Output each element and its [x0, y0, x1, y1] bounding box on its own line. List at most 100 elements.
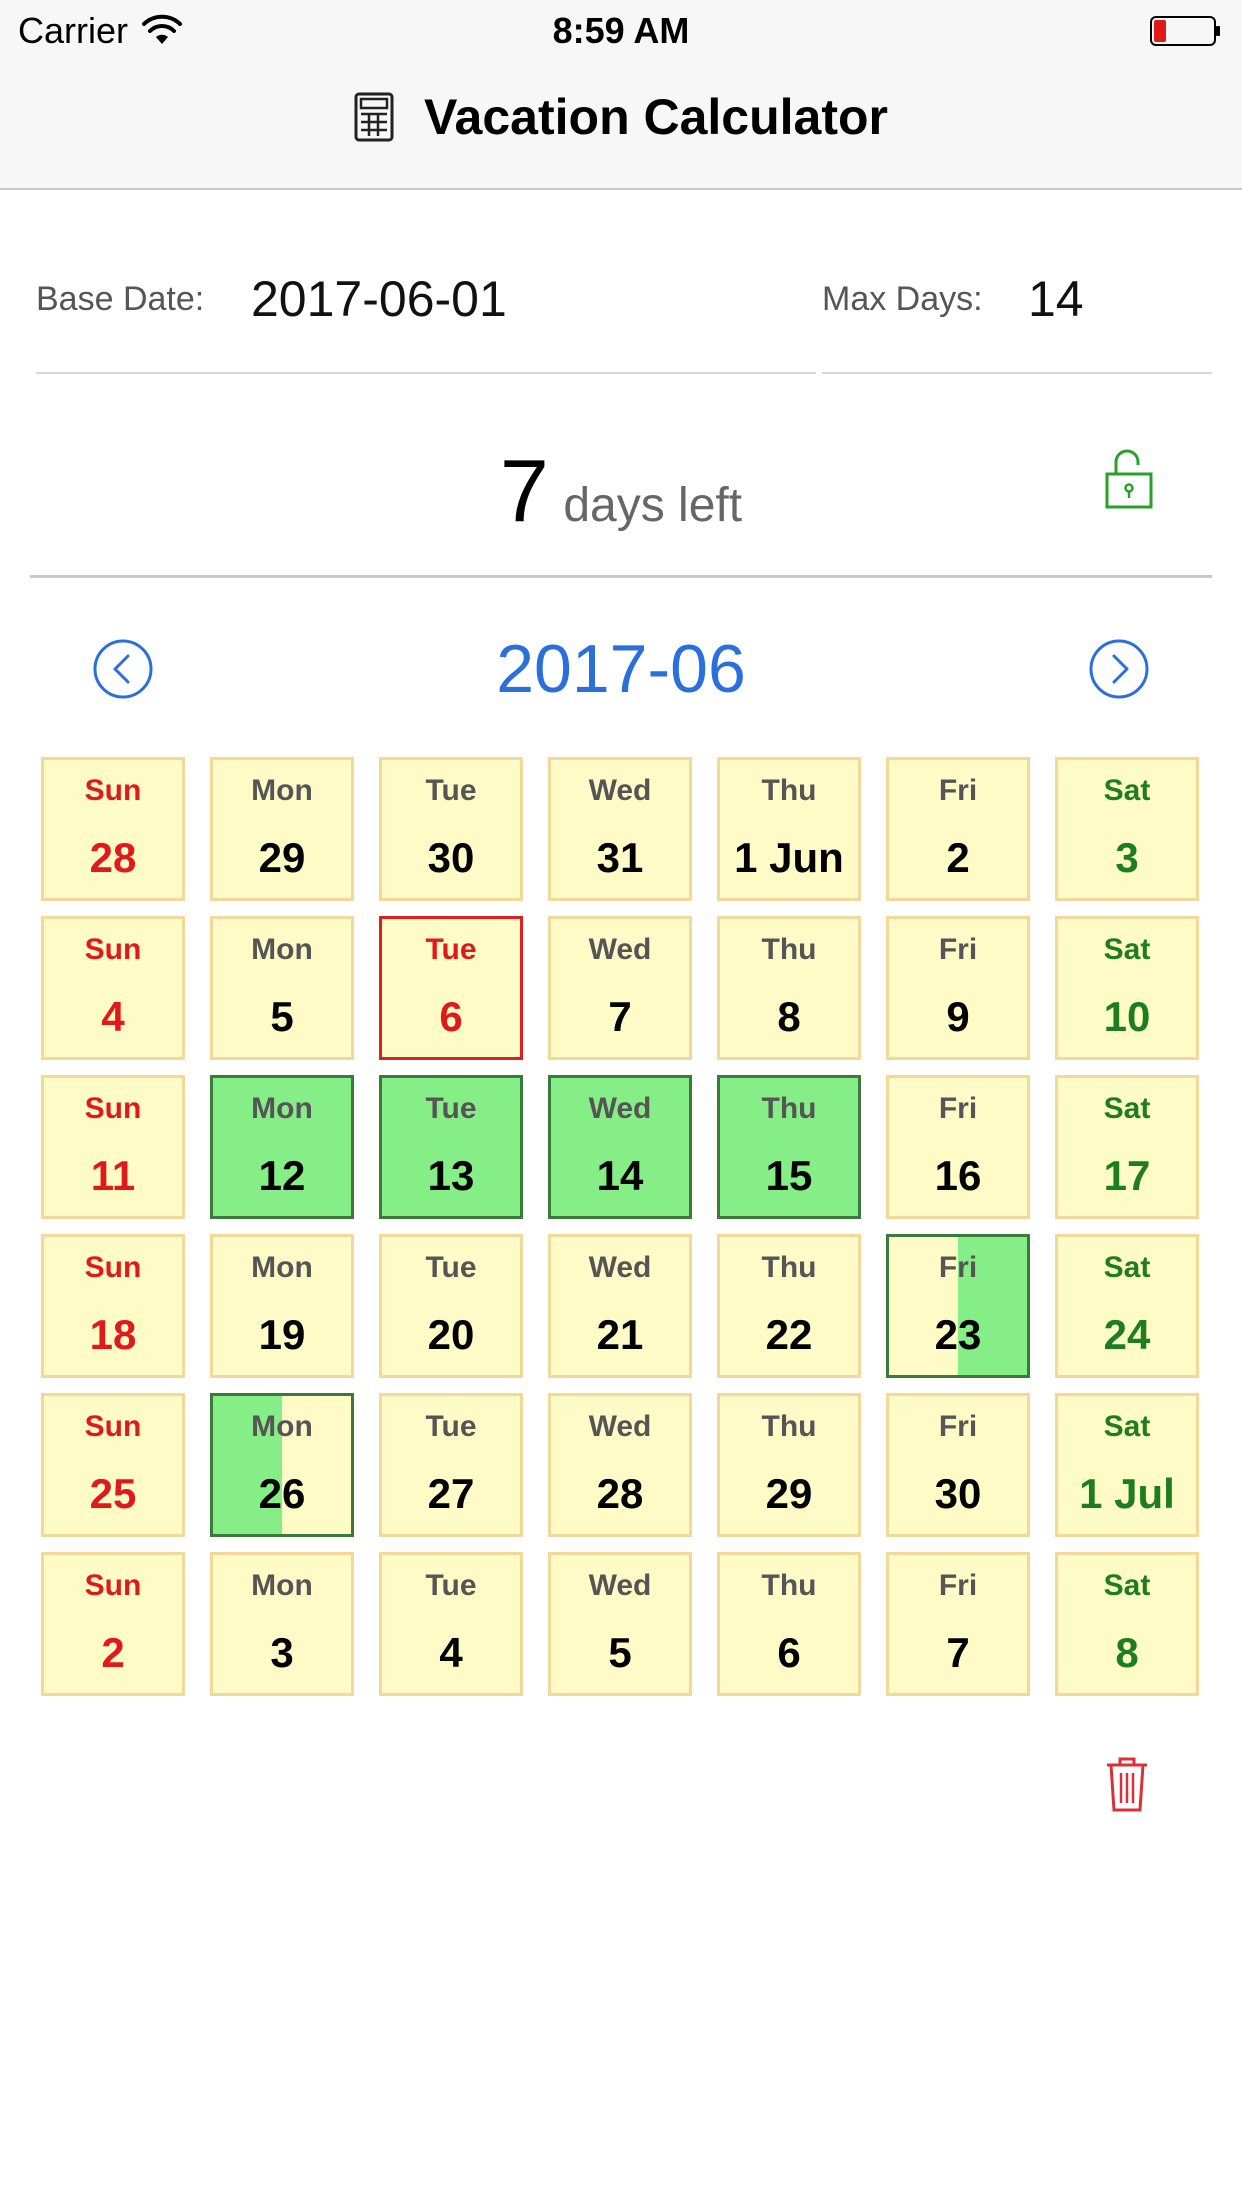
- calendar-day-cell[interactable]: Sat 17: [1055, 1075, 1199, 1219]
- weekday-label: Thu: [761, 774, 817, 807]
- max-days-label: Max Days:: [822, 280, 983, 318]
- calendar-day-cell[interactable]: Sun 25: [41, 1393, 185, 1537]
- day-number: 20: [427, 1311, 475, 1358]
- weekday-label: Sun: [84, 1410, 142, 1443]
- calendar-day-cell[interactable]: Wed 31: [548, 757, 692, 901]
- carrier-label: Carrier: [18, 10, 129, 51]
- calendar-day-cell[interactable]: Mon 29: [210, 757, 354, 901]
- calendar-day-cell[interactable]: Tue 30: [379, 757, 523, 901]
- calendar-day-cell[interactable]: Fri 9: [886, 916, 1030, 1060]
- calendar-day-cell[interactable]: Sat 3: [1055, 757, 1199, 901]
- calendar-day-cell[interactable]: Sat 8: [1055, 1552, 1199, 1696]
- max-days-field[interactable]: Max Days: 14: [822, 250, 1212, 374]
- trash-icon[interactable]: [1105, 1755, 1149, 1813]
- calendar-day-cell[interactable]: Tue 13: [379, 1075, 523, 1219]
- weekday-label: Sat: [1103, 1410, 1151, 1443]
- calendar-day-cell[interactable]: Mon 26: [210, 1393, 354, 1537]
- calendar-day-cell[interactable]: Tue 20: [379, 1234, 523, 1378]
- calendar-day-cell[interactable]: Sun 11: [41, 1075, 185, 1219]
- calendar-day-cell[interactable]: Sun 2: [41, 1552, 185, 1696]
- calendar-day-cell[interactable]: Thu 15: [717, 1075, 861, 1219]
- day-number: 6: [439, 993, 463, 1040]
- day-number: 7: [946, 1629, 970, 1676]
- weekday-label: Tue: [425, 1569, 477, 1602]
- calendar-day-cell[interactable]: Wed 5: [548, 1552, 692, 1696]
- calendar-day-cell[interactable]: Thu 8: [717, 916, 861, 1060]
- weekday-label: Sat: [1103, 1092, 1151, 1125]
- calendar-day-cell[interactable]: Wed 14: [548, 1075, 692, 1219]
- weekday-label: Mon: [251, 1410, 313, 1443]
- calendar-day-cell[interactable]: Wed 28: [548, 1393, 692, 1537]
- calendar-day-cell[interactable]: Thu 22: [717, 1234, 861, 1378]
- chevron-left-icon[interactable]: [92, 638, 154, 700]
- calendar-day-cell[interactable]: Wed 7: [548, 916, 692, 1060]
- calendar-day-cell[interactable]: Fri 2: [886, 757, 1030, 901]
- calendar-day-cell[interactable]: Thu 1 Jun: [717, 757, 861, 901]
- chevron-right-icon[interactable]: [1088, 638, 1150, 700]
- weekday-label: Fri: [938, 1251, 978, 1284]
- carrier: Carrier: [18, 10, 183, 52]
- month-header: 2017-06: [0, 620, 1242, 720]
- day-number: 29: [258, 834, 306, 881]
- weekday-label: Wed: [588, 933, 652, 966]
- calendar-day-cell[interactable]: Mon 3: [210, 1552, 354, 1696]
- base-date-field[interactable]: Base Date: 2017-06-01: [36, 250, 816, 374]
- weekday-label: Mon: [251, 1092, 313, 1125]
- day-number: 26: [258, 1470, 306, 1517]
- calendar-day-cell[interactable]: Sun 28: [41, 757, 185, 901]
- weekday-label: Tue: [425, 1251, 477, 1284]
- base-date-input[interactable]: 2017-06-01: [251, 271, 507, 327]
- day-number: 18: [89, 1311, 137, 1358]
- calendar-day-cell[interactable]: Fri 23: [886, 1234, 1030, 1378]
- calendar-day-cell[interactable]: Sun 4: [41, 916, 185, 1060]
- settings-form: Base Date: 2017-06-01 Max Days: 14: [36, 250, 1212, 374]
- wifi-icon: [142, 14, 183, 44]
- day-number: 13: [427, 1152, 475, 1199]
- day-number: 16: [934, 1152, 982, 1199]
- weekday-label: Thu: [761, 1092, 817, 1125]
- calendar-day-cell[interactable]: Thu 6: [717, 1552, 861, 1696]
- day-number: 17: [1103, 1152, 1151, 1199]
- calendar-day-cell[interactable]: Wed 21: [548, 1234, 692, 1378]
- day-number: 9: [946, 993, 970, 1040]
- calendar-day-cell[interactable]: Sat 10: [1055, 916, 1199, 1060]
- navigation-bar: Vacation Calculator: [0, 60, 1242, 190]
- calendar-day-cell[interactable]: Sun 18: [41, 1234, 185, 1378]
- calendar-day-cell[interactable]: Tue 27: [379, 1393, 523, 1537]
- calendar-day-cell[interactable]: Mon 19: [210, 1234, 354, 1378]
- day-number: 29: [765, 1470, 813, 1517]
- weekday-label: Sat: [1103, 1251, 1151, 1284]
- calendar-day-cell[interactable]: Tue 4: [379, 1552, 523, 1696]
- day-number: 21: [596, 1311, 644, 1358]
- day-number: 10: [1103, 993, 1151, 1040]
- day-number: 8: [777, 993, 801, 1040]
- max-days-input[interactable]: 14: [1028, 271, 1084, 327]
- nav-title: Vacation Calculator: [0, 88, 1242, 146]
- calendar-day-cell[interactable]: Tue 6: [379, 916, 523, 1060]
- weekday-label: Wed: [588, 1092, 652, 1125]
- day-number: 3: [1115, 834, 1139, 881]
- calendar-day-cell[interactable]: Mon 5: [210, 916, 354, 1060]
- day-number: 31: [596, 834, 644, 881]
- month-title: 2017-06: [496, 631, 746, 707]
- weekday-label: Mon: [251, 774, 313, 807]
- day-number: 12: [258, 1152, 306, 1199]
- calendar-day-cell[interactable]: Sat 1 Jul: [1055, 1393, 1199, 1537]
- weekday-label: Tue: [425, 774, 477, 807]
- calendar-day-cell[interactable]: Fri 30: [886, 1393, 1030, 1537]
- day-number: 14: [596, 1152, 644, 1199]
- status-time: 8:59 AM: [552, 10, 690, 51]
- day-number: 15: [765, 1152, 813, 1199]
- days-left-text: 7 days left: [30, 440, 1212, 542]
- weekday-label: Thu: [761, 1410, 817, 1443]
- calendar-day-cell[interactable]: Thu 29: [717, 1393, 861, 1537]
- calendar-day-cell[interactable]: Mon 12: [210, 1075, 354, 1219]
- calendar-day-cell[interactable]: Sat 24: [1055, 1234, 1199, 1378]
- page-title: Vacation Calculator: [423, 89, 889, 145]
- calendar-day-cell[interactable]: Fri 16: [886, 1075, 1030, 1219]
- unlock-icon[interactable]: [1104, 448, 1154, 510]
- day-number: 1 Jun: [734, 834, 844, 881]
- calculator-icon: [354, 92, 394, 142]
- calendar-day-cell[interactable]: Fri 7: [886, 1552, 1030, 1696]
- day-number: 5: [608, 1629, 632, 1676]
